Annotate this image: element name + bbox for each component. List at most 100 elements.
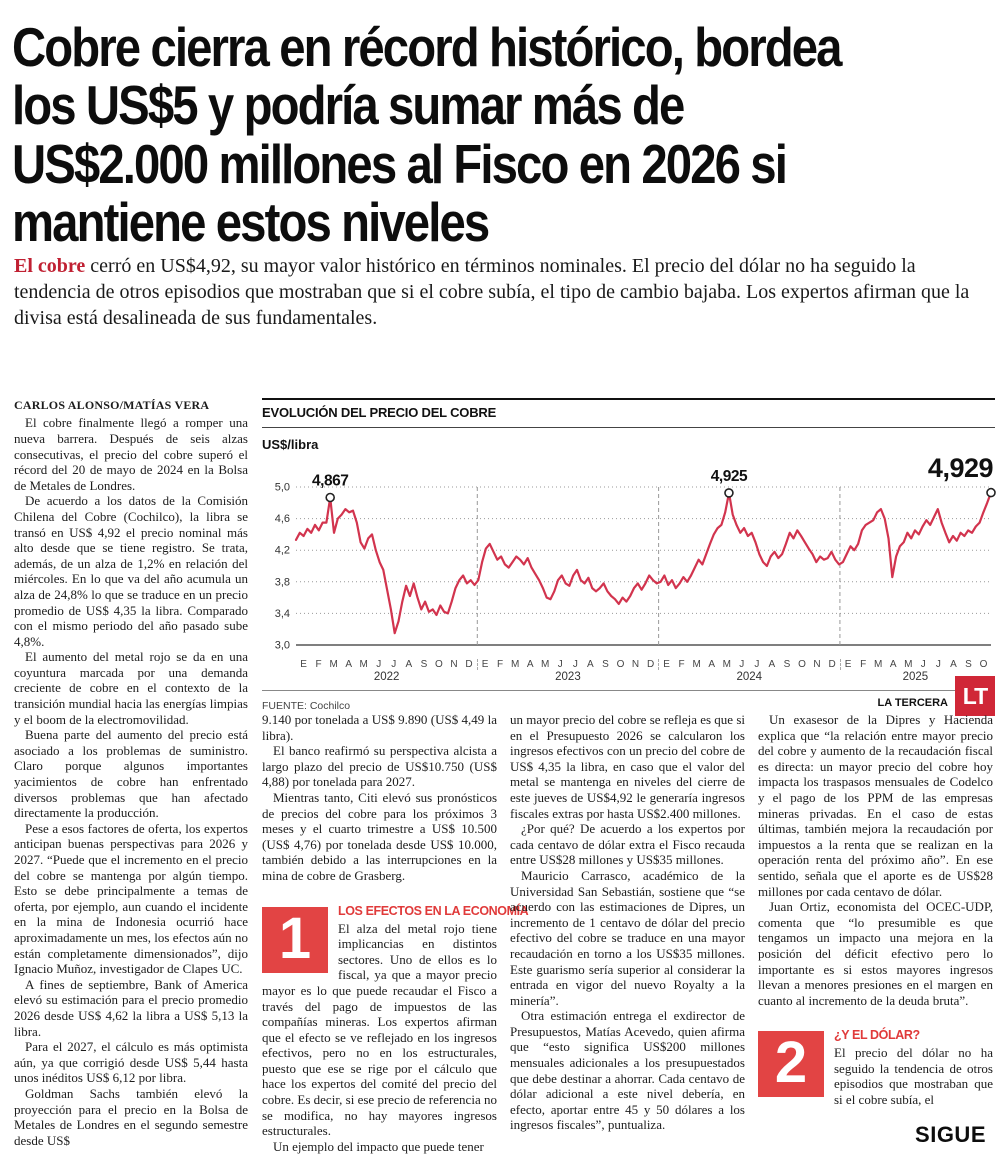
- section-heading: ¿Y EL DÓLAR?: [834, 1028, 920, 1043]
- paragraph: El banco reafirmó su perspectiva alcista…: [262, 743, 497, 790]
- y-axis-tick-label: 3,8: [275, 576, 290, 588]
- section-number-badge: 1: [262, 906, 328, 973]
- paragraph: un mayor precio del cobre se refleja es …: [510, 712, 745, 821]
- x-axis-month-label: O: [435, 659, 443, 670]
- peak-label: 4,925: [711, 468, 748, 485]
- lede-lead: El cobre: [14, 255, 86, 277]
- x-axis-month-label: E: [300, 659, 307, 670]
- x-axis-month-label: S: [965, 659, 972, 670]
- chart-y-axis-unit: US$/libra: [262, 437, 319, 452]
- x-axis-month-label: A: [708, 659, 716, 670]
- chart-source: FUENTE: Cochilco: [262, 700, 351, 712]
- chart-plot: 5,0 4,6 4,2 3,8 3,4 3,0 4,867 4,925 4,929: [275, 453, 996, 652]
- x-axis-month-label: A: [950, 659, 957, 670]
- headline-line: mantiene estos niveles: [12, 190, 490, 253]
- article-column-2: 9.140 por tonelada a US$ 9.890 (US$ 4,49…: [262, 712, 529, 1174]
- x-axis-month-label: S: [602, 659, 609, 670]
- x-axis-month-label: D: [646, 659, 655, 670]
- x-axis-month-label: M: [873, 659, 883, 670]
- x-axis-month-label: A: [405, 659, 413, 670]
- y-axis-tick-label: 4,6: [275, 513, 290, 525]
- x-axis-month-label: M: [692, 659, 701, 670]
- x-axis-month-label: A: [768, 659, 776, 670]
- paragraph: 9.140 por tonelada a US$ 9.890 (US$ 4,49…: [262, 712, 497, 743]
- section-heading: LOS EFECTOS EN LA ECONOMÍA: [338, 903, 529, 918]
- paragraph: Otra estimación entrega el exdirector de…: [510, 1008, 745, 1133]
- paragraph: Juan Ortiz, economista del OCEC-UDP, com…: [758, 899, 993, 1008]
- paragraph: Un ejemplo del impacto que puede tener: [273, 1138, 484, 1154]
- peak-marker: [325, 492, 335, 503]
- x-axis-month-label: M: [329, 659, 338, 670]
- paragraph: Mauricio Carrasco, académico de la Unive…: [510, 867, 745, 1008]
- x-axis-month-label: O: [798, 659, 806, 670]
- headline: Cobre cierra en récord histórico, bordea…: [12, 18, 988, 251]
- peak-label: 4,867: [312, 473, 348, 490]
- byline: CARLOS ALONSO/MATÍAS VERA: [14, 398, 210, 412]
- paragraph: De acuerdo a los datos de la Comisión Ch…: [14, 493, 248, 649]
- x-axis-month-label: N: [813, 659, 821, 670]
- paragraph: Un exasesor de la Dipres y Hacienda expl…: [758, 712, 993, 899]
- article-column-3: un mayor precio del cobre se refleja es …: [510, 712, 745, 1174]
- x-axis-month-label: S: [783, 659, 791, 670]
- x-axis-month-label: J: [557, 659, 563, 670]
- chart-footer: FUENTE: Cochilco LA TERCERA LT: [262, 676, 995, 716]
- numbered-section: 2 ¿Y EL DÓLAR? El precio del dólar no ha s…: [758, 1028, 993, 1107]
- paragraph: El aumento del metal rojo se da en una c…: [14, 649, 248, 727]
- y-axis-tick-label: 5,0: [275, 482, 290, 494]
- brand-name: LA TERCERA: [877, 697, 948, 709]
- x-axis-month-label: A: [889, 659, 897, 670]
- paragraph: Goldman Sachs también elevó la proyecció…: [14, 1085, 248, 1148]
- headline-line: US$2.000 millones al Fisco en 2026 si: [12, 132, 788, 195]
- x-axis-month-label: E: [481, 659, 489, 670]
- x-axis-month-label: F: [497, 659, 504, 670]
- chart-title: EVOLUCIÓN DEL PRECIO DEL COBRE: [262, 398, 995, 428]
- x-axis-month-label: J: [739, 659, 745, 670]
- article-column-1: CARLOS ALONSO/MATÍAS VERA El cobre final…: [14, 398, 248, 1168]
- y-axis-tick-label: 3,0: [275, 640, 290, 652]
- x-axis-year-label: 2023: [555, 671, 581, 683]
- paragraph: Mientras tanto, Citi elevó sus pronóstic…: [262, 789, 497, 883]
- x-axis-month-label: J: [920, 659, 926, 670]
- x-axis-month-label: S: [420, 659, 428, 670]
- x-axis-month-label: O: [979, 659, 988, 670]
- paragraph: Buena parte del aumento del precio está …: [14, 727, 248, 821]
- y-axis-tick-label: 3,4: [275, 608, 290, 620]
- section-number-badge: 2: [758, 1031, 824, 1098]
- x-axis-month-label: M: [359, 659, 368, 670]
- x-axis-month-label: N: [450, 659, 458, 670]
- peak-marker: [986, 487, 996, 498]
- x-axis-month-label: N: [631, 659, 640, 670]
- x-axis-month-label: D: [465, 659, 473, 670]
- price-line: [294, 491, 993, 635]
- x-axis-month-label: A: [526, 659, 534, 670]
- x-axis-year-label: 2025: [902, 671, 929, 683]
- paragraph: A fines de septiembre, Bank of America e…: [14, 976, 248, 1039]
- paragraph: El cobre finalmente llegó a romper una n…: [14, 415, 248, 493]
- numbered-section: 1 LOS EFECTOS EN LA ECONOMÍA El alza del m…: [262, 903, 529, 1139]
- y-axis-tick-label: 4,2: [275, 545, 290, 557]
- x-axis-year-label: 2022: [373, 671, 400, 683]
- x-axis-month-label: F: [315, 659, 322, 670]
- headline-line: Cobre cierra en récord histórico, bordea: [12, 16, 842, 78]
- headline-line: los US$5 y podría sumar más de: [12, 74, 685, 137]
- peak-marker: [724, 488, 734, 498]
- x-axis-month-label: M: [541, 659, 550, 670]
- x-axis-month-label: D: [828, 659, 836, 670]
- x-axis-month-label: J: [754, 659, 760, 670]
- x-axis-month-label: A: [587, 659, 594, 670]
- paragraph: El precio del dólar no ha seguido la ten…: [834, 1045, 993, 1108]
- paragraph: El alza del metal rojo tiene implicancia…: [262, 920, 497, 1139]
- copper-price-chart: EVOLUCIÓN DEL PRECIO DEL COBRE US$/libra…: [262, 398, 996, 716]
- continues-label: SIGUE: [915, 1122, 986, 1147]
- paragraph: ¿Por qué? De acuerdo a los expertos por …: [510, 821, 745, 868]
- paragraph: Para el 2027, el cálculo es más optimist…: [14, 1039, 248, 1086]
- la-tercera-logo: LT: [955, 676, 995, 716]
- x-axis-month-label: E: [844, 659, 852, 670]
- x-axis-month-label: M: [904, 659, 913, 670]
- x-axis-month-label: M: [722, 659, 731, 670]
- lede: El cobre cerró en US$4,92, su mayor valo…: [14, 253, 980, 332]
- article-lower-columns: 9.140 por tonelada a US$ 9.890 (US$ 4,49…: [262, 712, 995, 1174]
- x-axis-years: 2022 2023 2024 2025: [296, 671, 991, 683]
